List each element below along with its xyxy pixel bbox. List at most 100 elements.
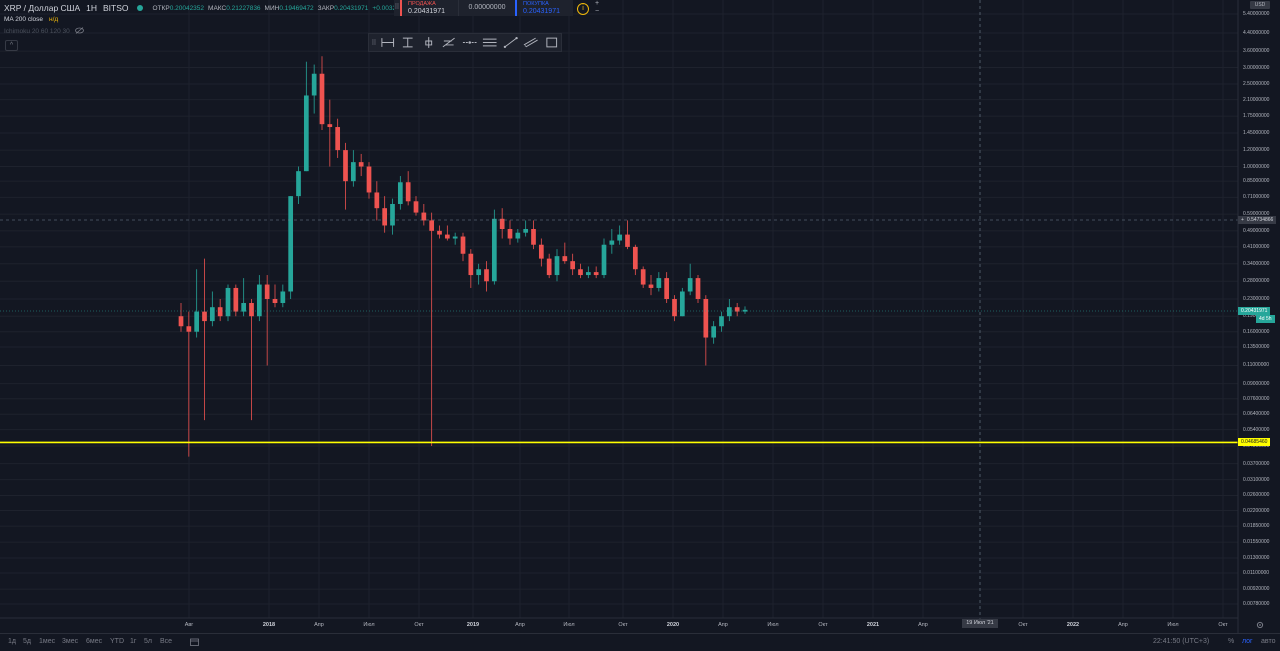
symbol-name[interactable]: XRP / Доллар США [4, 3, 81, 13]
range-button[interactable]: 3мес [62, 638, 79, 645]
range-button[interactable]: 6мес [86, 638, 103, 645]
chart-grid [0, 0, 1238, 618]
candle-body [256, 284, 262, 317]
candle-body [726, 307, 732, 317]
candle-body [186, 326, 192, 332]
price-tick-label: 0.41000000 [1243, 243, 1270, 250]
candle-body [405, 182, 411, 202]
parallel-channel-icon[interactable] [480, 35, 499, 50]
price-tick-label: 0.49000000 [1243, 227, 1270, 234]
range-button[interactable]: Все [160, 638, 173, 645]
buy-button[interactable]: ПОКУПКА 0.20431971 [515, 0, 573, 16]
indicator-ichimoku-name: Ichimoku 20 60 120 30 [4, 28, 70, 35]
price-tick-label: 3.60000000 [1243, 48, 1270, 55]
range-button[interactable]: 1г [130, 638, 137, 645]
time-tick-label: Апр [1118, 622, 1128, 628]
candle-body [452, 236, 458, 239]
candle-body [687, 278, 693, 292]
candle-body [296, 171, 301, 197]
minus-icon[interactable]: − [595, 8, 600, 15]
goto-date-icon[interactable] [190, 638, 199, 646]
candle [186, 311, 192, 457]
candle [437, 225, 442, 239]
price-tick-label: 4.40000000 [1243, 30, 1270, 36]
candle [484, 261, 489, 292]
price-tick-label: 0.06400000 [1243, 411, 1270, 418]
price-range-icon[interactable] [398, 35, 417, 50]
range-button[interactable]: 5л [144, 638, 152, 645]
candle-body [593, 272, 599, 276]
candle-body [711, 326, 717, 338]
log-scale-button[interactable]: лог [1242, 638, 1253, 645]
candle [405, 171, 411, 206]
price-tick-label: 1.45000000 [1243, 130, 1270, 137]
candle-body [233, 287, 239, 312]
indicator-ma[interactable]: MA 200 close н/д [4, 14, 58, 25]
range-button[interactable]: 5д [23, 638, 31, 645]
candle-body [421, 212, 427, 221]
candle [468, 249, 474, 288]
trend-line-icon[interactable] [501, 35, 520, 50]
candle [217, 299, 223, 322]
candle [303, 61, 309, 172]
percent-scale-button[interactable]: % [1228, 638, 1235, 645]
auto-scale-button[interactable]: авто [1261, 638, 1276, 645]
candle-body [531, 229, 536, 245]
candle-body [648, 284, 654, 288]
time-tick-label: Июл [767, 622, 779, 628]
collapse-legend-button[interactable]: ^ [5, 40, 18, 51]
candle-body [366, 166, 372, 193]
date-price-range-icon[interactable] [378, 35, 397, 50]
range-button[interactable]: 1д [8, 638, 16, 645]
candle-body [335, 127, 341, 151]
price-tick-label: 0.16000000 [1243, 328, 1270, 335]
candle [366, 162, 372, 199]
interval-label[interactable]: 1H [86, 3, 98, 13]
range-button[interactable]: 1мес [39, 638, 56, 645]
toolbar-drag-handle-icon[interactable]: ⠿ [371, 39, 377, 47]
symbol-header[interactable]: XRP / Доллар США 1H BITSO ОТКР0.20042352… [4, 2, 400, 14]
fib-retracement-icon[interactable] [439, 35, 458, 50]
candle-body [546, 258, 552, 276]
ohlc-open: ОТКР0.20042352 [152, 4, 205, 12]
indicator-ma-value: н/д [49, 16, 59, 23]
settings-gear-icon[interactable] [1256, 621, 1264, 629]
pitchfork-icon[interactable] [521, 35, 540, 50]
indicator-ma-name: MA 200 close [4, 16, 44, 23]
horizontal-ray-icon[interactable] [460, 35, 479, 50]
candle-body [225, 287, 231, 317]
price-tick-label: 0.71000000 [1243, 194, 1270, 201]
eye-hidden-icon[interactable] [74, 27, 84, 36]
plus-icon[interactable]: + [595, 0, 600, 7]
candle [499, 208, 505, 239]
candle-body [358, 162, 364, 167]
candle-body [585, 272, 591, 276]
ohlc-low: МИН0.19469472 [264, 4, 314, 12]
long-position-icon[interactable] [419, 35, 438, 50]
candle-body [617, 234, 623, 241]
currency-badge[interactable]: USD [1250, 1, 1270, 9]
rectangle-icon[interactable] [542, 35, 561, 50]
time-tick-label: Апр [515, 622, 525, 628]
candle-body [178, 316, 184, 327]
info-icon[interactable]: i [577, 3, 589, 15]
sell-button[interactable]: ПРОДАЖА 0.20431971 [400, 0, 458, 16]
time-tick-label: Апр [718, 622, 728, 628]
candle [350, 150, 356, 187]
price-tick-label: 0.05400000 [1243, 426, 1270, 433]
quantity-stepper[interactable]: + − [595, 0, 599, 16]
candle [421, 203, 427, 226]
indicator-ichimoku[interactable]: Ichimoku 20 60 120 30 [4, 26, 84, 37]
price-tick-label: 0.28000000 [1243, 278, 1270, 285]
drag-handle-icon[interactable]: ⠿ [394, 0, 400, 16]
candle-body [609, 240, 615, 245]
range-button[interactable]: YTD [110, 638, 124, 645]
candle-body [264, 284, 270, 300]
candle-body [209, 307, 215, 322]
candle [648, 275, 654, 296]
price-tick-label: 0.85000000 [1243, 178, 1270, 185]
clock-time[interactable]: 22:41:50 (UTC+3) [1153, 638, 1210, 645]
time-tick-label: Окт [818, 622, 828, 628]
price-tick-label: 2.10000000 [1243, 96, 1270, 103]
